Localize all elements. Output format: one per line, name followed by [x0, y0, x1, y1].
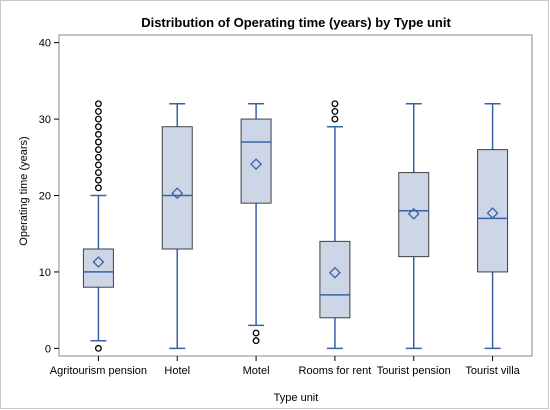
outlier-point — [94, 123, 102, 131]
y-axis-label: Operating time (years) — [18, 136, 30, 245]
outlier-point — [94, 344, 102, 352]
y-tick-label: 10 — [39, 267, 51, 279]
y-tick-label: 20 — [39, 191, 51, 203]
box — [319, 240, 351, 319]
x-tick-label: Tourist pension — [377, 365, 451, 377]
outlier-point — [94, 146, 102, 154]
outlier-point — [94, 100, 102, 108]
outlier-point — [331, 107, 339, 115]
outlier-point — [331, 115, 339, 123]
x-tick-label: Tourist villa — [465, 365, 520, 377]
chart-marks: 0 10 20 30 40 Agritourism pension Hotel Motel Ro… — [39, 38, 521, 377]
outlier-point — [94, 107, 102, 115]
mean-marker — [171, 187, 184, 200]
outlier-point — [94, 184, 102, 192]
box — [477, 149, 509, 273]
mean-marker — [92, 256, 105, 268]
y-tick-label: 0 — [45, 343, 51, 355]
outlier-point — [252, 337, 260, 345]
mean-marker — [250, 158, 263, 171]
outlier-point — [331, 100, 339, 108]
outlier-point — [252, 329, 260, 337]
outlier-point — [94, 169, 102, 177]
plot-area — [58, 34, 533, 357]
chart-title: Distribution of Operating time (years) b… — [141, 15, 451, 30]
x-tick-label: Rooms for rent — [299, 365, 372, 377]
x-axis-label: Type unit — [274, 392, 319, 404]
x-tick-label: Hotel — [164, 365, 190, 377]
outlier-point — [94, 161, 102, 169]
outlier-point — [94, 153, 102, 161]
box — [82, 248, 114, 288]
outlier-point — [94, 130, 102, 138]
x-tick-label: Motel — [243, 365, 270, 377]
mean-marker — [486, 207, 499, 219]
y-tick-label: 40 — [39, 38, 51, 50]
x-tick-label: Agritourism pension — [50, 365, 147, 377]
box — [240, 118, 272, 204]
y-tick-label: 30 — [39, 114, 51, 126]
outlier-point — [94, 138, 102, 146]
box — [398, 172, 430, 258]
outlier-point — [94, 115, 102, 123]
mean-marker — [328, 266, 341, 279]
mean-marker — [407, 207, 420, 220]
outlier-point — [94, 176, 102, 184]
